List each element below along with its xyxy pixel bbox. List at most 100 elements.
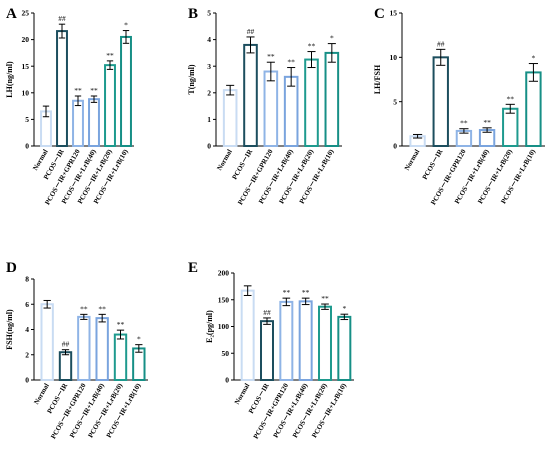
bar — [260, 320, 274, 381]
bar — [432, 56, 449, 147]
bar — [502, 107, 519, 148]
chart-panel-e: E050100150200E₂(pg/ml)Normal##PCOS－IR**P… — [188, 260, 354, 440]
y-axis-label: FSH(ng/ml) — [5, 309, 14, 350]
bar — [283, 75, 299, 147]
bar — [222, 89, 238, 147]
significance-label: ** — [74, 86, 82, 95]
significance-label: ## — [62, 340, 70, 349]
bar — [525, 71, 542, 147]
significance-label: ** — [98, 304, 106, 313]
significance-label: * — [137, 335, 141, 344]
y-tick-label: 0 — [25, 142, 29, 151]
y-tick-label: 1 — [207, 115, 211, 124]
y-tick-label: 50 — [222, 349, 230, 358]
significance-label: ** — [287, 58, 295, 67]
chart-panel-d: D02468FSH(ng/ml)Normal##PCOS－IR**PCOS－IR… — [5, 260, 148, 440]
panel-letter: A — [6, 6, 17, 22]
y-tick-label: 15 — [390, 9, 398, 18]
significance-label: ## — [437, 39, 445, 48]
y-axis-label: T(ng/ml) — [187, 64, 196, 95]
y-tick-label: 2 — [207, 88, 211, 97]
significance-label: ** — [460, 119, 468, 128]
y-tick-label: 3 — [207, 62, 211, 71]
y-axis-label: E₂(pg/ml) — [205, 310, 214, 343]
panel-letter: E — [188, 260, 198, 276]
significance-label: * — [342, 304, 346, 313]
bar — [56, 30, 68, 148]
bar — [104, 64, 116, 147]
bar — [113, 333, 128, 381]
x-tick-label: Normal — [233, 382, 251, 406]
significance-label: ** — [90, 86, 98, 95]
panel-letter: B — [188, 6, 198, 22]
bar — [304, 58, 319, 147]
significance-label: ## — [263, 308, 271, 317]
bar — [337, 315, 352, 381]
y-tick-label: 0 — [393, 142, 397, 151]
significance-label: ** — [117, 320, 125, 329]
y-tick-label: 0 — [225, 376, 229, 385]
y-tick-label: 5 — [393, 97, 397, 106]
significance-label: ## — [247, 27, 255, 36]
significance-label: ** — [308, 42, 316, 51]
y-tick-label: 8 — [25, 275, 29, 284]
significance-label: ** — [80, 304, 88, 313]
panel-letter: C — [374, 6, 385, 22]
bar — [318, 305, 332, 381]
y-tick-label: 0 — [207, 142, 211, 151]
significance-label: ## — [58, 14, 66, 23]
y-tick-label: 0 — [25, 376, 29, 385]
y-tick-label: 200 — [218, 269, 230, 278]
y-tick-label: 5 — [207, 9, 211, 18]
chart-panel-c: C051015LH/FSHNormal##PCOS－IR**PCOS－IR+GP… — [373, 6, 545, 206]
bar — [243, 43, 258, 147]
y-tick-label: 100 — [218, 322, 230, 331]
significance-label: ** — [507, 94, 515, 103]
bar — [88, 98, 100, 147]
significance-label: ** — [483, 118, 491, 127]
bar — [40, 303, 54, 381]
bar — [77, 315, 91, 381]
y-tick-label: 4 — [25, 325, 29, 334]
bar — [120, 35, 132, 147]
chart-panel-a: A0510152025LH(ng/ml)Normal##PCOS－IR**PCO… — [5, 6, 134, 206]
significance-label: ** — [106, 51, 114, 60]
significance-label: * — [330, 34, 334, 43]
y-tick-label: 4 — [207, 35, 211, 44]
bar — [58, 351, 73, 382]
y-tick-label: 150 — [218, 295, 230, 304]
panel-letter: D — [6, 260, 17, 276]
y-tick-label: 5 — [25, 115, 29, 124]
bar — [263, 70, 279, 147]
bar — [95, 317, 109, 382]
y-tick-label: 25 — [22, 9, 30, 18]
significance-label: ** — [302, 288, 310, 297]
bar — [298, 300, 313, 382]
x-tick-label: PCOS－IR — [421, 147, 445, 181]
bar — [72, 99, 84, 147]
chart-panel-b: B012345T(ng/ml)Normal##PCOS－IR**PCOS－IR+… — [187, 6, 342, 206]
y-tick-label: 10 — [22, 88, 30, 97]
y-axis-label: LH/FSH — [373, 64, 382, 94]
y-axis-label: LH(ng/ml) — [5, 61, 14, 98]
y-tick-label: 20 — [22, 35, 30, 44]
significance-label: ** — [267, 52, 275, 61]
y-tick-label: 2 — [25, 350, 29, 359]
significance-label: ** — [321, 294, 329, 303]
bar — [324, 51, 340, 147]
significance-label: * — [124, 21, 128, 30]
bar — [132, 347, 146, 381]
y-tick-label: 10 — [390, 53, 398, 62]
x-tick-label: Normal — [403, 148, 421, 172]
bar — [240, 289, 255, 381]
y-tick-label: 15 — [22, 62, 30, 71]
significance-label: ** — [283, 288, 291, 297]
x-tick-label: Normal — [215, 148, 233, 172]
x-tick-label: Normal — [32, 382, 50, 406]
x-tick-label: PCOS－IR+GPR120 — [252, 382, 291, 441]
y-tick-label: 6 — [25, 300, 29, 309]
x-tick-label: PCOS－IR+LrB(10) — [105, 381, 143, 439]
significance-label: * — [532, 54, 536, 63]
bar — [279, 300, 294, 382]
